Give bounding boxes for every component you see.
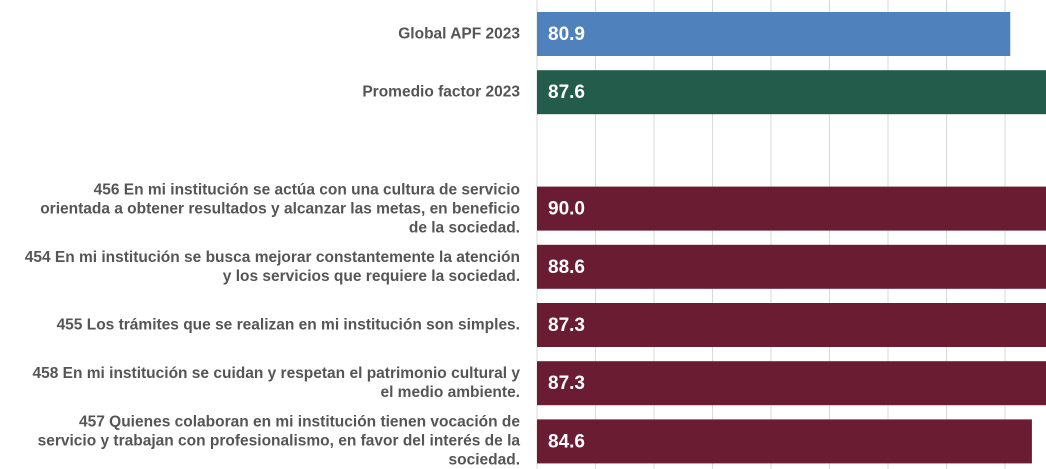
category-label: Global APF 2023 bbox=[398, 25, 520, 43]
category-label: 454 En mi institución se busca mejorar c… bbox=[24, 248, 520, 285]
value-label: 87.3 bbox=[548, 315, 585, 336]
value-label: 88.6 bbox=[548, 257, 585, 278]
bar bbox=[537, 244, 1046, 289]
bar bbox=[537, 361, 1046, 406]
value-label: 84.6 bbox=[548, 431, 585, 452]
category-label: 456 En mi institución se actúa con una c… bbox=[40, 181, 520, 237]
category-label: 458 En mi institución se cuidan y respet… bbox=[32, 365, 520, 402]
bar bbox=[537, 419, 1032, 464]
bar bbox=[537, 303, 1046, 347]
value-label: 90.0 bbox=[548, 199, 585, 220]
category-label: 457 Quienes colaboran en mi institución … bbox=[37, 413, 520, 469]
bar bbox=[537, 70, 1046, 115]
bar bbox=[537, 186, 1046, 231]
category-label: Promedio factor 2023 bbox=[362, 83, 520, 101]
value-label: 87.6 bbox=[548, 82, 585, 103]
category-label: 455 Los trámites que se realizan en mi i… bbox=[56, 316, 520, 334]
bar bbox=[537, 12, 1011, 56]
value-label: 80.9 bbox=[548, 24, 585, 45]
value-label: 87.3 bbox=[548, 373, 585, 394]
